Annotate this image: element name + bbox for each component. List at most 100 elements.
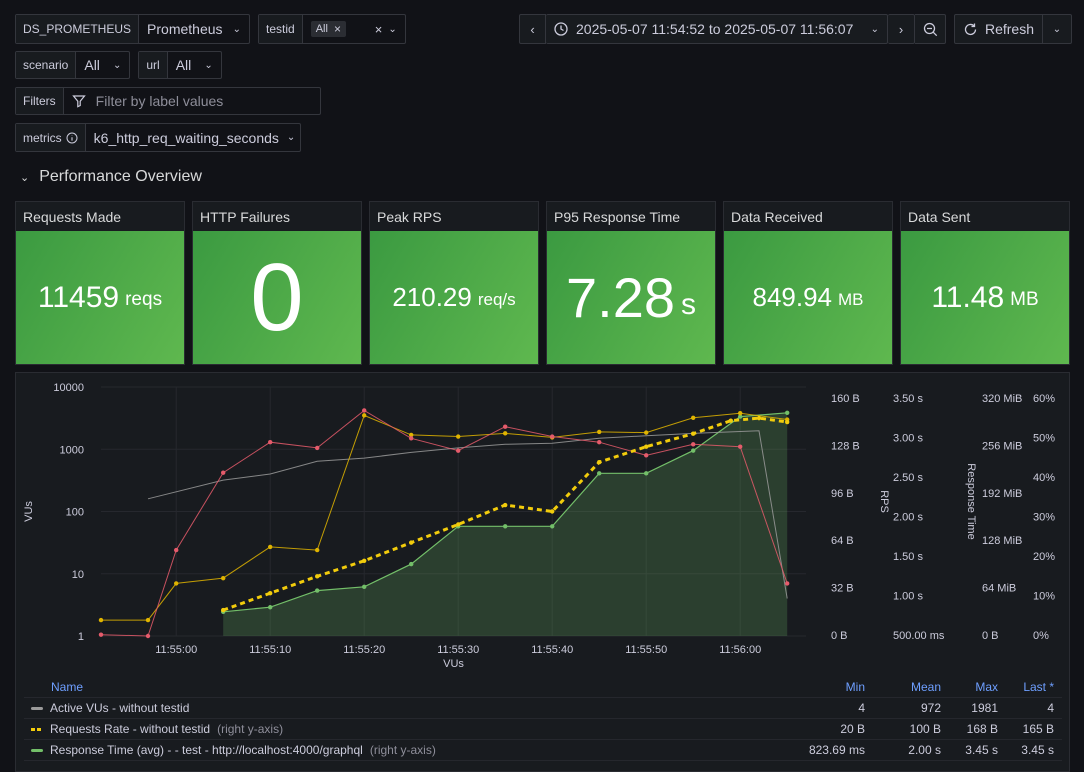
filter-icon	[71, 95, 86, 108]
legend-header-name[interactable]: Name	[51, 680, 84, 694]
ad-hoc-filters[interactable]: Filters Filter by label values	[15, 87, 321, 115]
stat-panel[interactable]: Requests Made 11459 reqs	[15, 201, 185, 365]
data-point	[98, 617, 104, 623]
legend-max: 168 B	[966, 722, 998, 736]
datasource-variable[interactable]: DS_PROMETHEUS Prometheus ⌄	[15, 14, 251, 44]
scenario-variable[interactable]: scenario All ⌄	[15, 51, 131, 79]
data-point	[221, 575, 226, 581]
stat-panel[interactable]: Data Received 849.94 MB	[723, 201, 893, 365]
data-point	[644, 471, 649, 476]
legend-header-last[interactable]: Last *	[1023, 680, 1054, 694]
legend-mean: 972	[920, 701, 941, 715]
legend-header-max[interactable]: Max	[975, 680, 998, 694]
y-right-tick-label: 10%	[1033, 591, 1055, 603]
data-point	[221, 470, 226, 475]
stat-panel[interactable]: Peak RPS 210.29 req/s	[369, 201, 539, 365]
legend-series-name: Response Time (avg) - - test - http://lo…	[50, 743, 363, 757]
stat-value-area: 849.94 MB	[724, 231, 892, 364]
remove-chip-icon[interactable]: ×	[333, 22, 341, 36]
y-right-tick-label: 192 MiB	[982, 488, 1022, 500]
data-point	[362, 413, 367, 418]
refresh-button[interactable]: Refresh	[954, 14, 1043, 44]
legend-swatch	[31, 727, 43, 731]
timeseries-chart[interactable]: 11:55:00 11:55:10 11:55:20 11:55:30 11:55:40…	[16, 373, 1069, 673]
data-point	[145, 633, 151, 639]
info-icon[interactable]	[66, 132, 78, 144]
var-row-2: scenario All ⌄ url All ⌄	[15, 51, 222, 79]
data-point	[221, 607, 226, 613]
stat-panel[interactable]: P95 Response Time 7.28 s	[546, 201, 716, 365]
data-point	[268, 605, 273, 610]
scenario-variable-label: scenario	[16, 52, 77, 78]
time-forward-button[interactable]: ›	[888, 14, 915, 44]
data-point	[456, 448, 461, 453]
legend-last: 4	[1047, 701, 1054, 715]
clock-icon	[554, 22, 568, 36]
refresh-interval-button[interactable]: ⌄	[1043, 14, 1072, 44]
time-back-button[interactable]: ‹	[519, 14, 546, 44]
row-header-performance-overview[interactable]: ⌄ Performance Overview	[20, 168, 202, 186]
stat-unit: MB	[1010, 288, 1039, 310]
zoom-out-button[interactable]	[915, 14, 946, 44]
y-right-tick-label: 1.50 s	[893, 551, 923, 563]
data-point	[409, 436, 414, 441]
y-right-tick-label: 20%	[1033, 551, 1055, 563]
legend-row[interactable]: Requests Rate - without testid (right y-a…	[24, 719, 1062, 740]
stat-title-p95-response-time: P95 Response Time	[554, 208, 681, 225]
time-controls: ‹ 2025-05-07 11:54:52 to 2025-05-07 11:5…	[519, 14, 1072, 44]
series-line	[147, 430, 788, 599]
stat-value-area: 11459 reqs	[16, 231, 184, 364]
legend-row[interactable]: Response Time (avg) - - test - http://lo…	[24, 740, 1062, 761]
legend-header-min[interactable]: Min	[845, 680, 865, 694]
x-tick-label: 11:55:30	[437, 644, 479, 656]
metrics-variable[interactable]: metrics k6_http_req_waiting_seconds ⌄	[15, 123, 301, 152]
y-right-tick-label: 0%	[1033, 630, 1049, 642]
y-right-tick-label: 128 B	[831, 440, 860, 452]
y-right-tick-label: 2.00 s	[893, 512, 923, 524]
stat-value: 849.94	[752, 282, 833, 312]
metrics-variable-label: metrics	[23, 130, 62, 145]
y-left-tick-label: 10	[72, 569, 84, 581]
legend-min: 20 B	[840, 722, 865, 736]
data-point	[315, 547, 320, 553]
data-point	[785, 581, 790, 586]
y-left-tick-label: 1	[78, 631, 84, 643]
filters-placeholder[interactable]: Filter by label values	[95, 93, 224, 109]
data-point	[691, 448, 696, 453]
section-title: Performance Overview	[39, 168, 202, 185]
y-right-tick-label: 30%	[1033, 512, 1055, 524]
y-right-tick-label: 0 B	[831, 630, 848, 642]
timeseries-panel[interactable]: 11:55:00 11:55:10 11:55:20 11:55:30 11:55:40…	[15, 372, 1070, 772]
clear-icon[interactable]: ×	[374, 21, 383, 37]
stat-title-http-failures: HTTP Failures	[200, 208, 290, 225]
stat-panel[interactable]: HTTP Failures 0	[192, 201, 362, 365]
y-right-tick-label: 0 B	[982, 630, 999, 642]
data-point	[362, 584, 367, 590]
stat-panel[interactable]: Data Sent 11.48 MB	[900, 201, 1070, 365]
metrics-variable-value: k6_http_req_waiting_seconds	[93, 129, 279, 146]
y-left-tick-label: 10000	[53, 382, 84, 394]
url-variable[interactable]: url All ⌄	[138, 51, 222, 79]
data-point	[597, 429, 602, 435]
x-axis-label: VUs	[443, 658, 464, 670]
datasource-variable-value: Prometheus	[147, 21, 223, 37]
y-right-tick-label: 64 MiB	[982, 583, 1016, 595]
data-point	[691, 415, 696, 421]
stat-title-data-sent: Data Sent	[908, 208, 971, 225]
legend-min: 4	[858, 701, 865, 715]
legend-header-mean[interactable]: Mean	[910, 680, 941, 694]
legend-row[interactable]: Active VUs - without testid 4 972 1981 4	[24, 698, 1062, 719]
testid-variable[interactable]: testid All × × ⌄	[258, 14, 406, 44]
stat-unit: MB	[838, 289, 864, 309]
data-point	[597, 460, 602, 465]
datasource-variable-label: DS_PROMETHEUS	[16, 15, 140, 43]
time-range-picker[interactable]: 2025-05-07 11:54:52 to 2025-05-07 11:56:…	[546, 14, 888, 44]
data-point	[597, 439, 602, 445]
x-tick-label: 11:55:10	[249, 644, 291, 656]
chevron-down-icon: ⌄	[232, 23, 242, 35]
testid-chip[interactable]: All ×	[310, 21, 346, 37]
data-point	[550, 434, 555, 439]
data-point	[597, 471, 602, 476]
series-line	[100, 409, 788, 637]
y-right-tick-label: 320 MiB	[982, 393, 1022, 405]
